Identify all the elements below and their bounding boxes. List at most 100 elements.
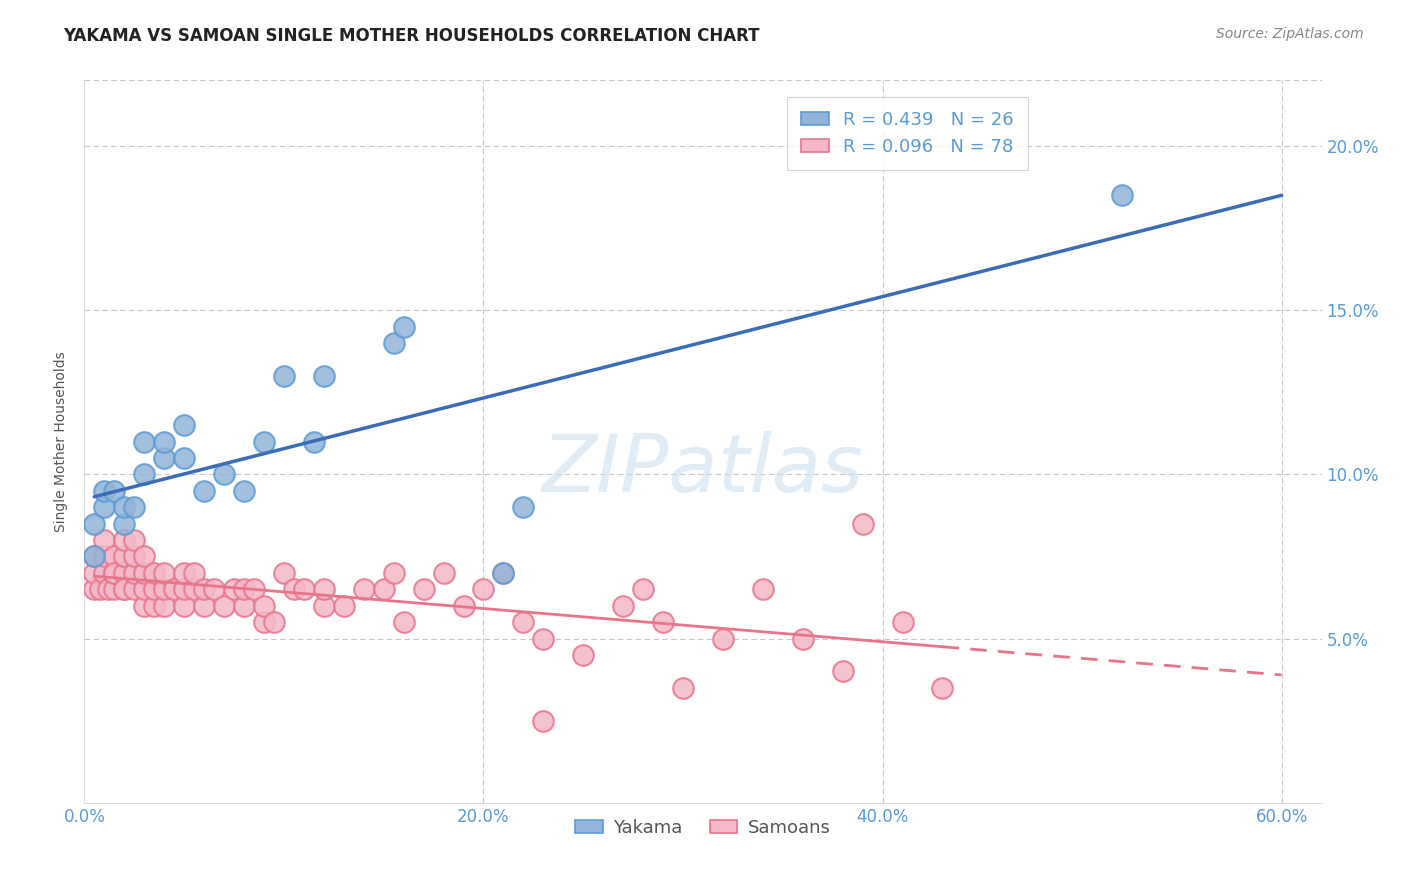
Point xyxy=(392,615,415,630)
Legend: Yakama, Samoans: Yakama, Samoans xyxy=(568,812,838,845)
Point xyxy=(103,566,125,580)
Point xyxy=(143,599,166,613)
Point xyxy=(222,582,245,597)
Point xyxy=(412,582,434,597)
Point xyxy=(212,599,235,613)
Point xyxy=(612,599,634,613)
Point xyxy=(93,566,115,580)
Point xyxy=(392,319,415,334)
Point xyxy=(83,549,105,564)
Point xyxy=(752,582,775,597)
Point xyxy=(143,582,166,597)
Point xyxy=(93,483,115,498)
Point xyxy=(153,599,176,613)
Point xyxy=(512,615,534,630)
Point xyxy=(931,681,953,695)
Point xyxy=(492,566,515,580)
Point xyxy=(112,500,135,515)
Y-axis label: Single Mother Households: Single Mother Households xyxy=(55,351,69,532)
Point xyxy=(1111,188,1133,202)
Point xyxy=(333,599,356,613)
Point xyxy=(153,434,176,449)
Point xyxy=(792,632,814,646)
Point xyxy=(122,582,145,597)
Point xyxy=(652,615,675,630)
Point xyxy=(112,549,135,564)
Point xyxy=(382,566,405,580)
Point xyxy=(273,368,295,383)
Point xyxy=(212,467,235,482)
Point xyxy=(134,566,156,580)
Point xyxy=(112,533,135,547)
Point xyxy=(134,582,156,597)
Point xyxy=(512,500,534,515)
Point xyxy=(233,483,256,498)
Point xyxy=(93,549,115,564)
Point xyxy=(83,549,105,564)
Point xyxy=(112,516,135,531)
Point xyxy=(103,582,125,597)
Point xyxy=(122,566,145,580)
Point xyxy=(472,582,495,597)
Point xyxy=(93,533,115,547)
Point xyxy=(253,434,276,449)
Point xyxy=(103,549,125,564)
Point xyxy=(89,582,111,597)
Point xyxy=(153,582,176,597)
Point xyxy=(103,566,125,580)
Point xyxy=(143,566,166,580)
Point xyxy=(273,566,295,580)
Point xyxy=(193,582,215,597)
Point xyxy=(134,549,156,564)
Point xyxy=(531,714,554,728)
Point xyxy=(173,566,195,580)
Point xyxy=(672,681,695,695)
Text: ZIPatlas: ZIPatlas xyxy=(541,432,865,509)
Point xyxy=(134,599,156,613)
Point xyxy=(312,368,335,383)
Point xyxy=(183,582,205,597)
Point xyxy=(103,483,125,498)
Point xyxy=(891,615,914,630)
Point xyxy=(253,615,276,630)
Point xyxy=(163,582,186,597)
Text: YAKAMA VS SAMOAN SINGLE MOTHER HOUSEHOLDS CORRELATION CHART: YAKAMA VS SAMOAN SINGLE MOTHER HOUSEHOLD… xyxy=(63,27,759,45)
Point xyxy=(97,582,120,597)
Point xyxy=(432,566,454,580)
Point xyxy=(233,582,256,597)
Point xyxy=(492,566,515,580)
Point xyxy=(173,418,195,433)
Point xyxy=(153,566,176,580)
Point xyxy=(831,665,853,679)
Point xyxy=(112,566,135,580)
Point xyxy=(202,582,225,597)
Point xyxy=(243,582,266,597)
Text: Source: ZipAtlas.com: Source: ZipAtlas.com xyxy=(1216,27,1364,41)
Point xyxy=(193,599,215,613)
Point xyxy=(302,434,325,449)
Point xyxy=(531,632,554,646)
Point xyxy=(173,582,195,597)
Point xyxy=(173,450,195,465)
Point xyxy=(253,599,276,613)
Point xyxy=(134,434,156,449)
Point xyxy=(134,467,156,482)
Point xyxy=(312,599,335,613)
Point xyxy=(382,336,405,351)
Point xyxy=(122,500,145,515)
Point xyxy=(312,582,335,597)
Point xyxy=(173,599,195,613)
Point xyxy=(93,500,115,515)
Point xyxy=(373,582,395,597)
Point xyxy=(852,516,875,531)
Point xyxy=(631,582,654,597)
Point xyxy=(83,582,105,597)
Point xyxy=(572,648,595,662)
Point xyxy=(193,483,215,498)
Point xyxy=(122,549,145,564)
Point xyxy=(711,632,734,646)
Point xyxy=(453,599,475,613)
Point xyxy=(83,566,105,580)
Point xyxy=(122,533,145,547)
Point xyxy=(112,582,135,597)
